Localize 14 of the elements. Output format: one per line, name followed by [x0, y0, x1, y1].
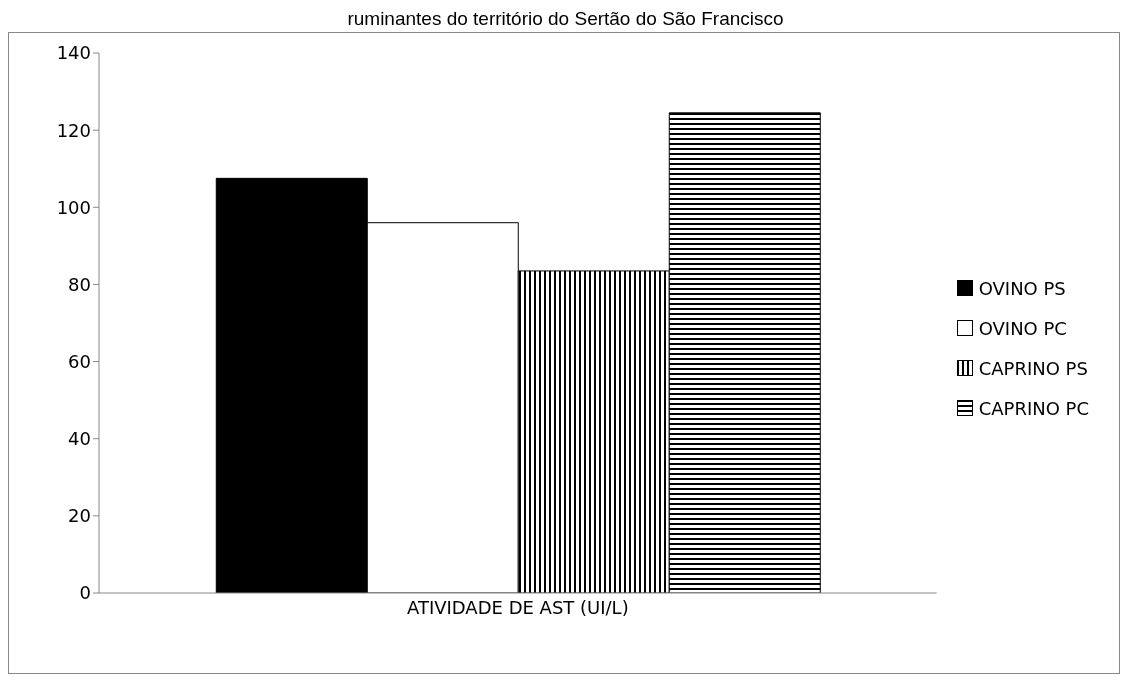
- y-tick-label: 100: [56, 196, 91, 218]
- x-tick-label: ATIVIDADE DE AST (UI/L): [406, 596, 629, 618]
- legend-label: OVINO PS: [978, 277, 1066, 299]
- y-tick-label: 0: [79, 582, 91, 604]
- y-tick-label: 60: [68, 350, 91, 372]
- y-tick-label: 120: [56, 119, 91, 141]
- legend-label: OVINO PC: [978, 317, 1067, 339]
- y-tick-label: 80: [68, 273, 91, 295]
- y-tick-label: 20: [68, 505, 91, 527]
- chart-title: ruminantes do território do Sertão do São Francisco: [346, 8, 785, 31]
- legend-label: CAPRINO PC: [978, 397, 1089, 419]
- y-tick-label: 40: [68, 428, 91, 450]
- y-tick-label: 140: [56, 42, 91, 64]
- legend-label: CAPRINO PS: [978, 357, 1088, 379]
